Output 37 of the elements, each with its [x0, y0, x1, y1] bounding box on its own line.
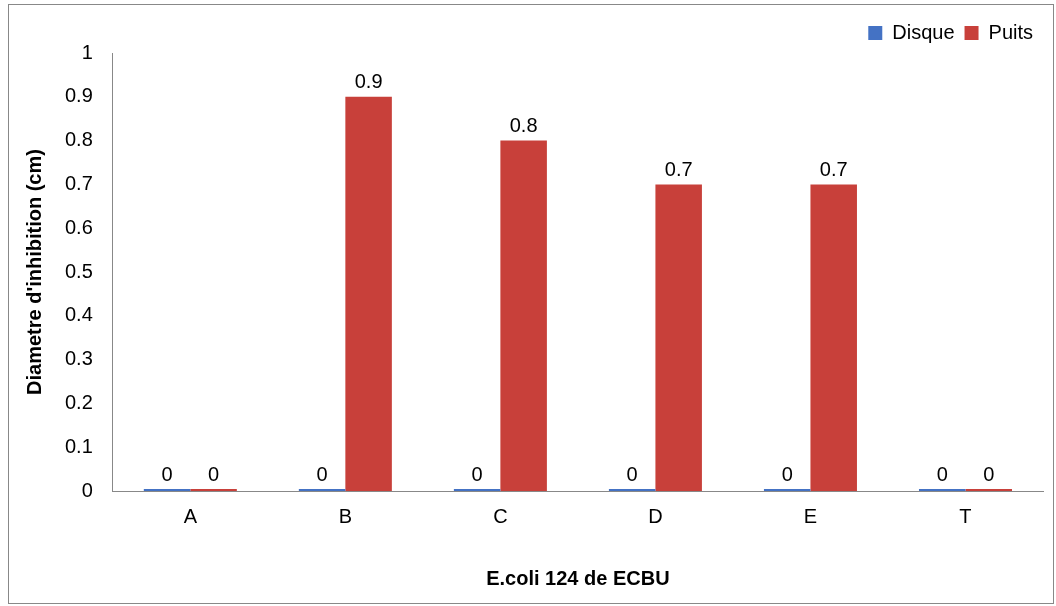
y-axis-title: Diametre d'inhibition (cm) [22, 149, 45, 395]
legend-label: Puits [988, 20, 1034, 43]
y-tick-label: 0.5 [64, 259, 93, 282]
data-label: 0.7 [664, 157, 693, 180]
y-tick-label: 0.4 [64, 303, 93, 326]
bar [655, 184, 702, 491]
data-label: 0.9 [354, 70, 383, 93]
x-tick-label: E [803, 504, 818, 527]
data-label: 0 [316, 462, 328, 485]
y-tick-label: 1 [81, 40, 93, 63]
y-tick-label: 0.8 [64, 128, 93, 151]
data-label: 0 [161, 462, 173, 485]
data-label: 0 [936, 462, 948, 485]
data-label: 0.8 [509, 114, 538, 137]
bar [810, 184, 857, 491]
x-tick-label: D [648, 504, 663, 527]
data-label: 0 [471, 462, 483, 485]
data-label: 0 [208, 462, 220, 485]
x-tick-label: C [493, 504, 508, 527]
y-tick-label: 0.9 [64, 84, 93, 107]
y-tick-label: 0.6 [64, 215, 93, 238]
y-tick-label: 0.3 [64, 347, 93, 370]
x-axis-title: E.coli 124 de ECBU [486, 566, 670, 589]
data-label: 0 [983, 462, 995, 485]
bar [500, 140, 547, 491]
x-tick-label: T [959, 504, 972, 527]
legend-label: Disque [892, 20, 955, 43]
y-tick-label: 0.2 [64, 390, 93, 413]
y-tick-label: 0 [81, 478, 93, 501]
data-label: 0 [781, 462, 793, 485]
data-label: 0.7 [819, 157, 848, 180]
y-tick-label: 0.1 [64, 434, 93, 457]
x-tick-label: A [183, 504, 198, 527]
data-label: 0 [626, 462, 638, 485]
x-tick-label: B [338, 504, 353, 527]
y-tick-label: 0.7 [64, 171, 93, 194]
bar [345, 96, 392, 491]
